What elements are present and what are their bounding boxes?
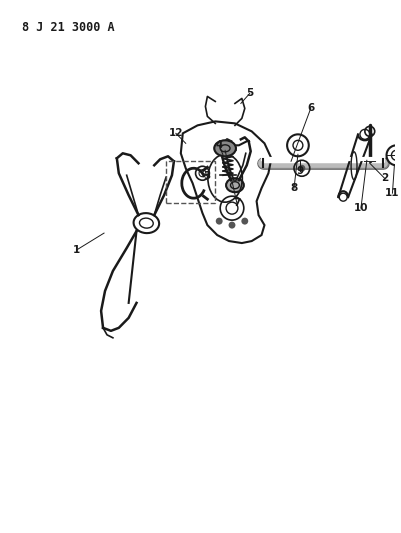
Text: 10: 10 <box>354 203 368 213</box>
Text: 6: 6 <box>307 103 314 114</box>
Ellipse shape <box>226 178 244 192</box>
Circle shape <box>298 165 305 172</box>
Circle shape <box>241 217 248 224</box>
Text: 9: 9 <box>296 166 304 176</box>
Text: 8: 8 <box>290 183 298 193</box>
Text: 12: 12 <box>169 128 183 139</box>
Text: 11: 11 <box>385 188 400 198</box>
Text: 2: 2 <box>381 173 388 183</box>
Circle shape <box>216 217 223 224</box>
Bar <box>166 161 215 203</box>
Text: 4: 4 <box>215 140 223 150</box>
Text: 7: 7 <box>233 198 241 208</box>
Ellipse shape <box>214 140 236 156</box>
Circle shape <box>229 222 235 229</box>
Text: 1: 1 <box>73 245 80 255</box>
Text: 8 J 21 3000 A: 8 J 21 3000 A <box>22 21 115 34</box>
Text: 3: 3 <box>204 171 211 181</box>
Text: 5: 5 <box>246 88 253 99</box>
